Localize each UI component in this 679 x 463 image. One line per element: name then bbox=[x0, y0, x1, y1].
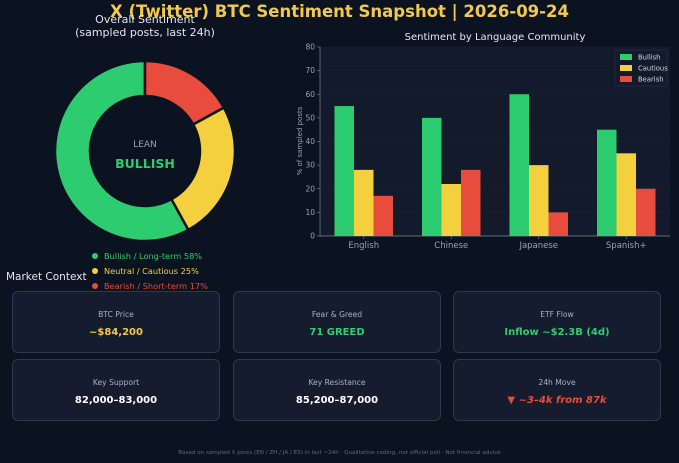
donut-legend-label: Bullish / Long-term 58% bbox=[104, 251, 203, 261]
x-tick-label: Spanish+ bbox=[606, 241, 647, 251]
bar-bullish-japanese bbox=[509, 94, 529, 236]
card-value: 85,200–87,000 bbox=[295, 395, 379, 406]
bar-bullish-english bbox=[334, 106, 354, 236]
y-tick-label: 60 bbox=[305, 90, 315, 99]
card-24h-move: 24h Move ▼ ~3–4k from 87k bbox=[453, 359, 661, 421]
card-value: 71 GREED bbox=[309, 327, 365, 338]
bar-bullish-chinese bbox=[422, 117, 442, 236]
bar-chart-ylabel: % of sampled posts bbox=[296, 106, 304, 175]
donut-slice-bullish bbox=[53, 59, 191, 243]
donut-chart-title: Overall Sentiment (sampled posts, last 2… bbox=[60, 13, 230, 39]
bar-bullish-spanish bbox=[597, 129, 617, 236]
bar-chart-title: Sentiment by Language Community bbox=[405, 32, 586, 43]
donut-slice-neutral bbox=[169, 105, 237, 232]
legend-label-bullish: Bullish bbox=[638, 54, 661, 62]
donut-center-label: BULLISH bbox=[115, 156, 175, 171]
y-tick-label: 50 bbox=[305, 113, 315, 122]
card-value: ~$84,200 bbox=[89, 327, 143, 338]
x-tick-label: Japanese bbox=[518, 241, 558, 251]
x-tick-label: Chinese bbox=[434, 241, 468, 251]
bar-cautious-japanese bbox=[529, 165, 549, 236]
card-label: Key Support bbox=[92, 378, 140, 387]
y-tick-label: 40 bbox=[305, 137, 315, 146]
card-btc-price: BTC Price ~$84,200 bbox=[12, 291, 220, 353]
donut-center-lean: LEAN bbox=[133, 140, 157, 150]
y-tick-label: 30 bbox=[305, 161, 315, 170]
language-bar-chart: Sentiment by Language Community % of sam… bbox=[296, 32, 670, 251]
legend-swatch-cautious bbox=[620, 65, 632, 71]
bar-cautious-chinese bbox=[441, 184, 461, 236]
card-label: 24h Move bbox=[538, 378, 576, 387]
bar-cautious-english bbox=[354, 169, 374, 236]
donut-legend-label: Neutral / Cautious 25% bbox=[104, 266, 199, 276]
donut-legend-item-bullish: Bullish / Long-term 58% bbox=[92, 251, 202, 261]
donut-legend-item-neutral: Neutral / Cautious 25% bbox=[92, 266, 199, 276]
donut-chart: LEAN BULLISH bbox=[53, 59, 237, 243]
donut-hole bbox=[91, 97, 199, 205]
donut-legend-label: Bearish / Short-term 17% bbox=[104, 281, 208, 291]
bar-cautious-spanish bbox=[616, 153, 636, 236]
bullish-dot-icon bbox=[92, 252, 98, 259]
y-tick-label: 70 bbox=[305, 66, 315, 75]
card-key-resistance: Key Resistance 85,200–87,000 bbox=[233, 359, 441, 421]
y-tick-label: 10 bbox=[305, 208, 315, 217]
legend-label-cautious: Cautious bbox=[638, 65, 668, 73]
card-label: ETF Flow bbox=[540, 310, 574, 319]
market-context-title: Market Context bbox=[6, 271, 87, 283]
donut-title-line2: (sampled posts, last 24h) bbox=[75, 26, 215, 39]
card-value: ▼ ~3–4k from 87k bbox=[507, 395, 607, 406]
legend-swatch-bullish bbox=[620, 54, 632, 60]
bar-bearish-english bbox=[373, 195, 393, 236]
page-title: X (Twitter) BTC Sentiment Snapshot | 202… bbox=[110, 2, 569, 21]
donut-legend-item-bearish: Bearish / Short-term 17% bbox=[92, 281, 208, 291]
card-etf-flow: ETF Flow Inflow ~$2.3B (4d) bbox=[453, 291, 661, 353]
card-value: Inflow ~$2.3B (4d) bbox=[504, 327, 610, 338]
donut-title-line1: Overall Sentiment bbox=[95, 13, 195, 26]
card-label: Key Resistance bbox=[308, 378, 366, 387]
legend-swatch-bearish bbox=[620, 76, 632, 82]
y-tick-label: 0 bbox=[310, 232, 315, 241]
card-value: 82,000–83,000 bbox=[74, 395, 158, 406]
legend-label-bearish: Bearish bbox=[638, 76, 664, 84]
card-fear-greed: Fear & Greed 71 GREED bbox=[233, 291, 441, 353]
bar-bearish-spanish bbox=[636, 188, 656, 236]
bar-chart-legend: Bullish Cautious Bearish bbox=[614, 49, 668, 87]
bearish-dot-icon bbox=[92, 282, 98, 289]
card-label: Fear & Greed bbox=[311, 310, 363, 319]
neutral-dot-icon bbox=[92, 267, 98, 274]
x-tick-label: English bbox=[348, 241, 379, 251]
footer-disclaimer: Based on sampled X posts (EN / ZH / JA /… bbox=[178, 450, 501, 456]
bar-bearish-chinese bbox=[461, 169, 481, 236]
y-tick-label: 80 bbox=[305, 43, 315, 52]
bar-bearish-japanese bbox=[548, 212, 568, 236]
y-tick-label: 20 bbox=[305, 184, 315, 193]
card-label: BTC Price bbox=[98, 310, 134, 319]
card-key-support: Key Support 82,000–83,000 bbox=[12, 359, 220, 421]
